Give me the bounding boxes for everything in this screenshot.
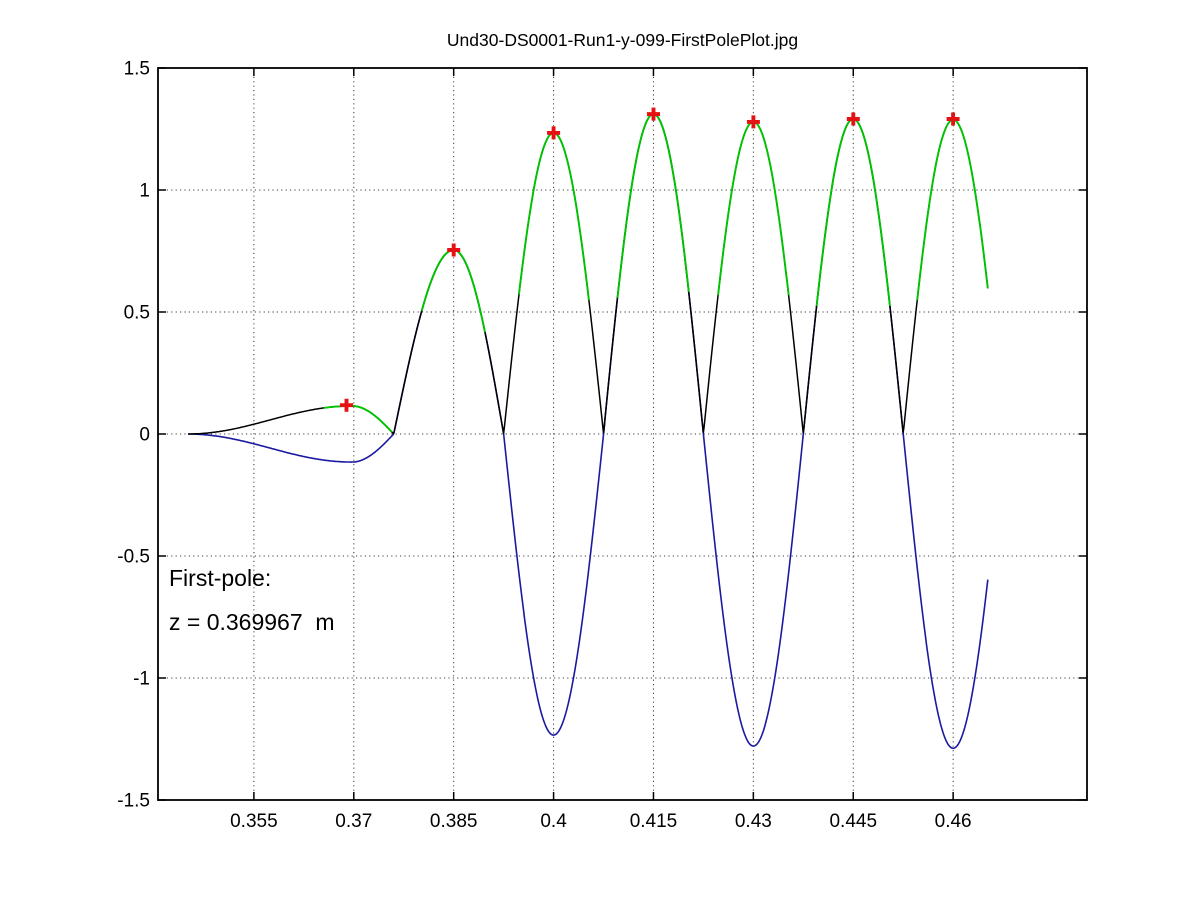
y-tick-labels: -1.5 -1 -0.5 0 0.5 1 1.5	[117, 59, 150, 812]
grid-lines	[158, 68, 1087, 800]
axis-box	[157, 67, 1088, 801]
x-tick-label: 0.445	[829, 811, 877, 832]
pole-peak-markers	[340, 107, 960, 412]
y-tick-label: 0	[139, 425, 150, 446]
x-tick-label: 0.385	[430, 811, 478, 832]
y-tick-label: 1.5	[124, 59, 150, 80]
x-tick-label: 0.37	[335, 811, 372, 832]
first-pole-annotation-value: z = 0.369967 m	[169, 609, 335, 635]
field-curve	[188, 113, 989, 750]
x-tick-label: 0.46	[935, 811, 972, 832]
pole-peak-marker	[340, 398, 353, 412]
y-tick-label: -1	[133, 669, 150, 690]
pole-peak-marker	[647, 107, 660, 121]
pole-peak-marker	[946, 112, 960, 126]
x-tick-label: 0.355	[230, 811, 278, 832]
x-tick-label: 0.4	[540, 811, 567, 832]
y-tick-label: -0.5	[117, 547, 150, 568]
pole-peak-marker	[547, 126, 561, 140]
x-tick-label: 0.415	[630, 811, 678, 832]
abs-field-curve	[188, 113, 989, 435]
first-pole-annotation-label: First-pole:	[169, 565, 272, 591]
x-tick-label: 0.43	[735, 811, 772, 832]
y-tick-label: 1	[139, 181, 150, 202]
y-tick-label: -1.5	[117, 791, 150, 812]
pole-peak-marker	[447, 243, 461, 257]
pole-peak-marker	[746, 115, 760, 129]
y-tick-label: 0.5	[124, 303, 150, 324]
pole-fit-segments	[323, 113, 989, 433]
x-tick-labels: 0.355 0.37 0.385 0.4 0.415 0.43 0.445 0.46	[230, 811, 972, 832]
plot-title: Und30-DS0001-Run1-y-099-FirstPolePlot.jp…	[446, 30, 799, 50]
pole-peak-marker	[846, 112, 860, 126]
